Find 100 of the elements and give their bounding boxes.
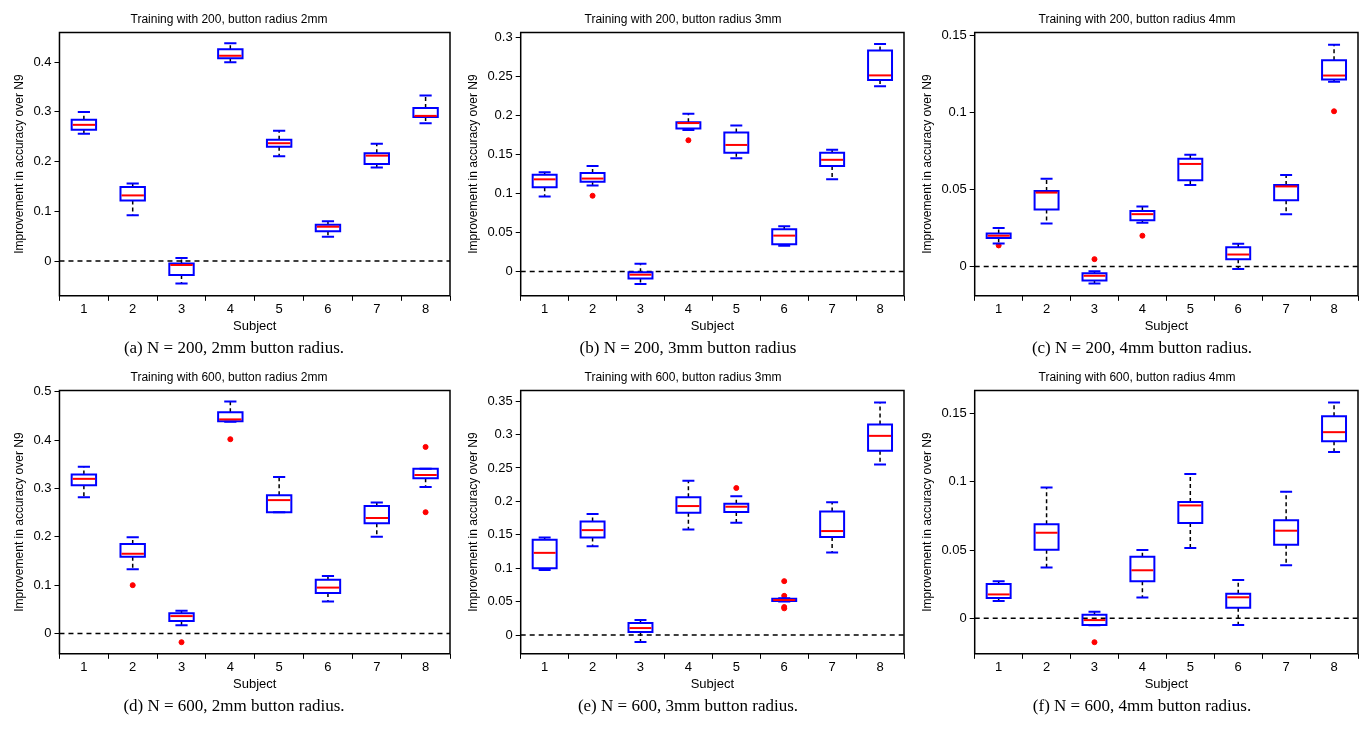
y-tick-label: 0.2 [494,492,513,508]
y-tick-label: 0.4 [33,53,52,69]
y-tick-label: 0.1 [948,104,967,120]
y-tick-label: 0.05 [487,224,513,240]
x-tick-label: 7 [828,301,836,317]
y-axis-title: Improvement in accuracy over N9 [465,432,480,612]
y-tick-label: 0.05 [487,593,513,609]
y-tick-label: 0.3 [494,426,513,442]
x-tick-label: 3 [1090,659,1099,675]
y-tick-label: 0.25 [487,67,513,83]
chart-title: Training with 600, button radius 3mm [584,369,782,384]
x-tick-label: 7 [373,659,381,675]
x-axis-title: Subject [233,317,277,333]
x-tick-label: 5 [275,301,283,317]
x-tick-label: 4 [684,659,693,675]
y-tick-label: 0 [959,258,967,274]
x-tick-label: 1 [541,659,549,675]
x-axis-title: Subject [1144,675,1189,691]
x-tick-label: 3 [636,301,645,317]
text: (f) N = 600, 4mm button radius. [1031,695,1253,717]
y-tick-label: 0.1 [33,202,52,218]
y-tick-label: 0 [505,626,513,642]
y-tick-label: 0.1 [948,473,967,489]
x-tick-label: 4 [1138,659,1147,675]
y-tick-label: 0.5 [33,383,52,399]
x-axis-title: Subject [690,675,735,691]
x-tick-label: 3 [177,301,186,317]
x-tick-label: 3 [1090,301,1099,317]
y-tick-label: 0.15 [941,27,967,43]
y-axis-title: Improvement in accuracy over N9 [11,74,26,254]
x-tick-label: 3 [177,659,186,675]
y-tick-label: 0.3 [494,28,513,44]
x-tick-label: 8 [876,301,884,317]
x-tick-label: 8 [1330,659,1338,675]
x-tick-label: 8 [421,659,430,675]
x-tick-label: 2 [1042,301,1051,317]
y-axis-title: Improvement in accuracy over N9 [465,74,480,254]
y-tick-label: 0.05 [941,541,967,557]
y-tick-label: 0.15 [941,405,967,421]
x-tick-label: 1 [80,659,88,675]
x-tick-label: 7 [828,659,836,675]
y-tick-label: 0.1 [494,559,513,575]
y-tick-label: 0.15 [487,526,513,542]
x-tick-label: 4 [226,301,234,317]
y-tick-label: 0.35 [487,392,513,408]
x-tick-label: 6 [1234,659,1242,675]
text: (b) N = 200, 3mm button radius [578,337,798,359]
x-tick-label: 2 [588,301,597,317]
x-tick-label: 8 [421,301,430,317]
x-tick-label: 4 [226,659,234,675]
x-tick-label: 2 [129,301,137,317]
x-tick-label: 2 [588,659,597,675]
chart-title: Training with 600, button radius 2mm [130,369,328,384]
y-tick-label: 0.15 [487,145,513,161]
chart-title: Training with 200, button radius 4mm [1038,11,1236,26]
x-tick-label: 8 [1330,301,1338,317]
x-tick-label: 2 [129,659,137,675]
x-tick-label: 6 [780,659,788,675]
x-tick-label: 7 [373,301,381,317]
y-tick-label: 0.2 [494,106,513,122]
x-tick-label: 1 [80,301,88,317]
y-tick-label: 0 [44,252,52,268]
x-tick-label: 6 [1234,301,1242,317]
x-tick-label: 5 [1186,301,1194,317]
y-tick-label: 0.05 [941,181,967,197]
x-tick-label: 1 [541,301,549,317]
x-tick-label: 1 [995,659,1003,675]
y-tick-label: 0.3 [33,480,52,496]
y-axis-title: Improvement in accuracy over N9 [919,432,934,612]
y-tick-label: 0.1 [494,184,513,200]
x-tick-label: 5 [732,659,740,675]
x-axis-title: Subject [1144,317,1189,333]
x-tick-label: 5 [275,659,283,675]
y-tick-label: 0.3 [33,103,52,119]
y-axis-title: Improvement in accuracy over N9 [11,432,26,612]
y-tick-label: 0.1 [33,576,52,592]
x-axis-title: Subject [233,675,277,691]
chart-title: Training with 200, button radius 3mm [584,11,782,26]
x-tick-label: 7 [1282,301,1290,317]
y-tick-label: 0.25 [487,459,513,475]
x-tick-label: 6 [324,659,332,675]
x-tick-label: 1 [995,301,1003,317]
text: (c) N = 200, 4mm button radius. [1030,337,1254,359]
text: (a) N = 200, 2mm button radius. [122,337,346,359]
chart-title: Training with 600, button radius 4mm [1038,369,1236,384]
x-tick-label: 4 [684,301,693,317]
x-tick-label: 5 [1186,659,1194,675]
y-tick-label: 0 [959,609,967,625]
y-tick-label: 0 [505,263,513,279]
x-tick-label: 4 [1138,301,1147,317]
x-tick-label: 6 [324,301,332,317]
y-tick-label: 0.2 [33,528,52,544]
x-tick-label: 7 [1282,659,1290,675]
y-tick-label: 0 [44,625,52,641]
y-axis-title: Improvement in accuracy over N9 [919,74,934,254]
x-tick-label: 8 [876,659,884,675]
x-tick-label: 5 [732,301,740,317]
text: (e) N = 600, 3mm button radius. [576,695,800,717]
y-tick-label: 0.4 [33,431,52,447]
x-tick-label: 6 [780,301,788,317]
